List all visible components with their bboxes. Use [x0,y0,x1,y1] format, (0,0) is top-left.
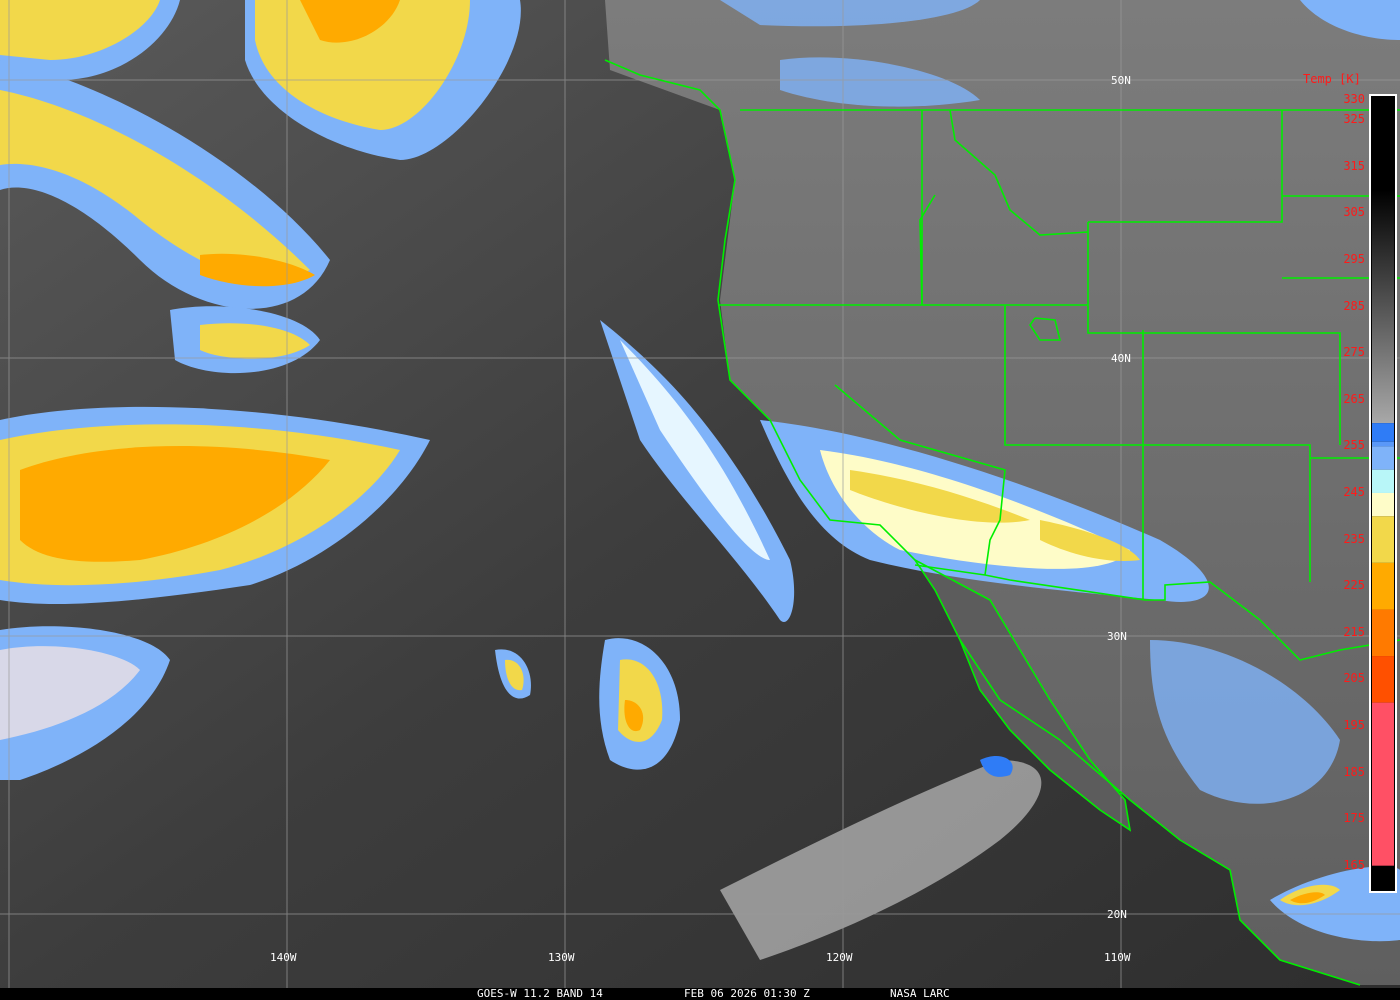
colorbar-segment [1372,562,1394,610]
colorbar-segment [1372,656,1394,703]
source-label: NASA LARC [890,987,950,1000]
baja-coast [914,559,1132,832]
colorbar-segment [1372,469,1394,493]
cloud-layer [0,0,1400,960]
colorbar-tick-label: 295 [1343,252,1365,267]
colorbar-segment [1372,609,1394,657]
colorbar-segment [1372,423,1394,442]
colorbar-tick-label: 175 [1343,811,1365,826]
coastline [604,59,1361,986]
lat-label-40n: 40N [1111,352,1131,365]
colorbar-segment [1372,97,1394,191]
datetime-label: FEB 06 2026 01:30 Z [684,987,810,1000]
colorbar-tick-label: 215 [1343,624,1365,639]
colorbar-tick-label: 325 [1343,112,1365,127]
colorbar-segment [1372,516,1394,563]
colorbar-segment [1372,446,1394,470]
lat-label-50n: 50N [1111,74,1131,87]
colorbar-tick-label: 205 [1343,671,1365,686]
colorbar-tick-label: 265 [1343,391,1365,406]
satellite-band-label: GOES-W 11.2 BAND 14 [477,987,603,1000]
colorbar-segment [1372,702,1394,866]
colorbar-segment [1372,441,1394,447]
colorbar-tick-label: 275 [1343,345,1365,360]
colorbar-tick-label: 285 [1343,298,1365,313]
colorbar-tick-label: 245 [1343,484,1365,499]
us-mexico-border [914,564,1400,661]
colorbar-segment [1372,190,1394,424]
lat-label-20n: 20N [1107,908,1127,921]
colorbar [1369,94,1397,893]
lon-label-110w: 110W [1104,951,1131,964]
footer-bar: GOES-W 11.2 BAND 14 FEB 06 2026 01:30 Z … [0,988,1400,1000]
colorbar-tick-label: 225 [1343,578,1365,593]
colorbar-tick-label: 235 [1343,531,1365,546]
colorbar-tick-label: 315 [1343,158,1365,173]
colorbar-tick-label: 305 [1343,205,1365,220]
lon-label-140w: 140W [270,951,297,964]
lon-label-120w: 120W [826,951,853,964]
baja-peninsula [915,560,1130,830]
colorbar-tick-label: 330 [1343,92,1365,106]
colorbar-title: Temp [K] [1303,72,1361,86]
lat-label-30n: 30N [1107,630,1127,643]
colorbar-tick-label: 185 [1343,764,1365,779]
colorbar-segment [1372,492,1394,517]
lon-label-130w: 130W [548,951,575,964]
colorbar-tick-label: 195 [1343,717,1365,732]
colorbar-tick-label: 165 [1343,857,1365,872]
colorbar-tick-label: 255 [1343,438,1365,453]
